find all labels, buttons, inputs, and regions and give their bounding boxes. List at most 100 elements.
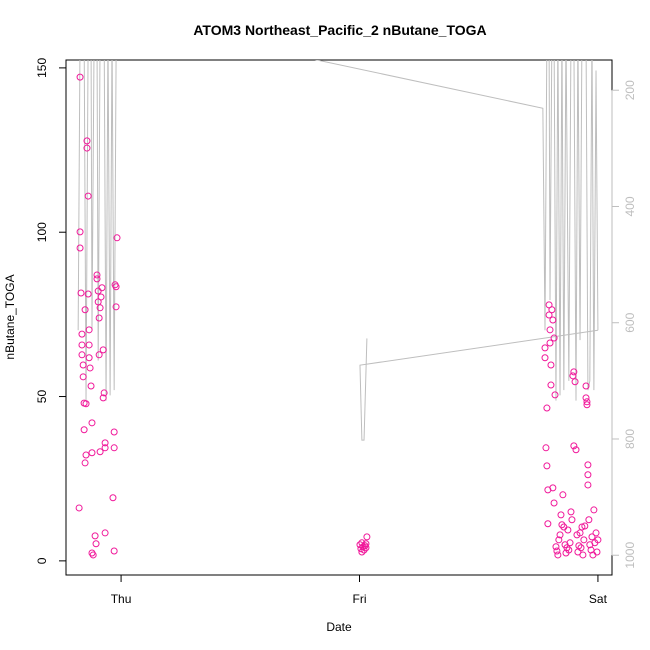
point [96,448,104,456]
point [87,382,95,390]
point [101,439,109,447]
point [583,401,591,409]
point [590,506,598,514]
point [544,520,552,528]
y2-tick-label: 800 [623,429,637,449]
point [76,73,84,81]
point [580,536,588,544]
point [584,461,592,469]
point [582,394,590,402]
point [83,137,91,145]
axes: Thu Fri Sat 0 50 100 150 200 400 600 800 1000 [35,58,637,606]
point [89,551,97,559]
point [110,547,118,555]
point [82,400,90,408]
point [79,361,87,369]
point [547,361,555,369]
point [78,351,86,359]
point [75,504,83,512]
line [359,329,599,441]
point [575,542,583,550]
point [93,275,101,283]
point [584,471,592,479]
point [92,540,100,548]
plot-box [65,59,613,576]
point [98,284,106,292]
point [83,144,91,152]
point [76,244,84,252]
point [113,234,121,242]
point [85,341,93,349]
point [88,449,96,457]
point [581,522,589,530]
point [91,532,99,540]
point [101,529,109,537]
x-axis-title: Date [326,620,352,634]
point [85,326,93,334]
point [99,346,107,354]
y2-tick-label: 400 [623,196,637,216]
point [360,546,368,554]
point [594,536,602,544]
point [101,444,109,452]
point [96,304,104,312]
point [558,521,566,529]
x-tick-label: Sat [589,592,608,606]
line [77,60,599,401]
point [567,508,575,516]
y-tick-label: 150 [35,58,49,78]
point [592,529,600,537]
point [109,494,117,502]
point [547,381,555,389]
point [553,547,561,555]
point [95,351,103,359]
point [112,283,120,291]
point [554,551,562,559]
point [80,426,88,434]
point [545,311,553,319]
point [76,228,84,236]
point [569,372,577,380]
point [582,382,590,390]
point [568,516,576,524]
y2-axis: 200 400 600 800 1000 [611,80,637,569]
point [557,511,565,519]
point [583,398,591,406]
y-tick-label: 0 [35,557,49,564]
point [548,306,556,314]
point [362,544,370,552]
point [593,548,601,556]
point [77,289,85,297]
point [543,462,551,470]
point [88,419,96,427]
point [579,551,587,559]
point [85,354,93,362]
point [541,354,549,362]
point [588,533,596,541]
point-layer [75,73,602,559]
point [556,531,564,539]
point [99,394,107,402]
y-tick-label: 100 [35,222,49,242]
point [564,526,572,534]
point [550,334,558,342]
x-tick-label: Fri [353,592,367,606]
chart-title: ATOM3 Northeast_Pacific_2 nButane_TOGA [193,22,486,38]
point [565,546,573,554]
point [546,339,554,347]
y2-tick-label: 1000 [623,542,637,569]
y-axis-title: nButane_TOGA [3,274,17,359]
point [566,539,574,547]
point [79,373,87,381]
point [112,303,120,311]
point [585,516,593,524]
point [559,491,567,499]
point [78,330,86,338]
y2-tick-label: 200 [623,80,637,100]
point [84,192,92,200]
point [363,533,371,541]
line-layer [77,60,599,441]
point [82,451,90,459]
point [93,271,101,279]
point [97,293,105,301]
